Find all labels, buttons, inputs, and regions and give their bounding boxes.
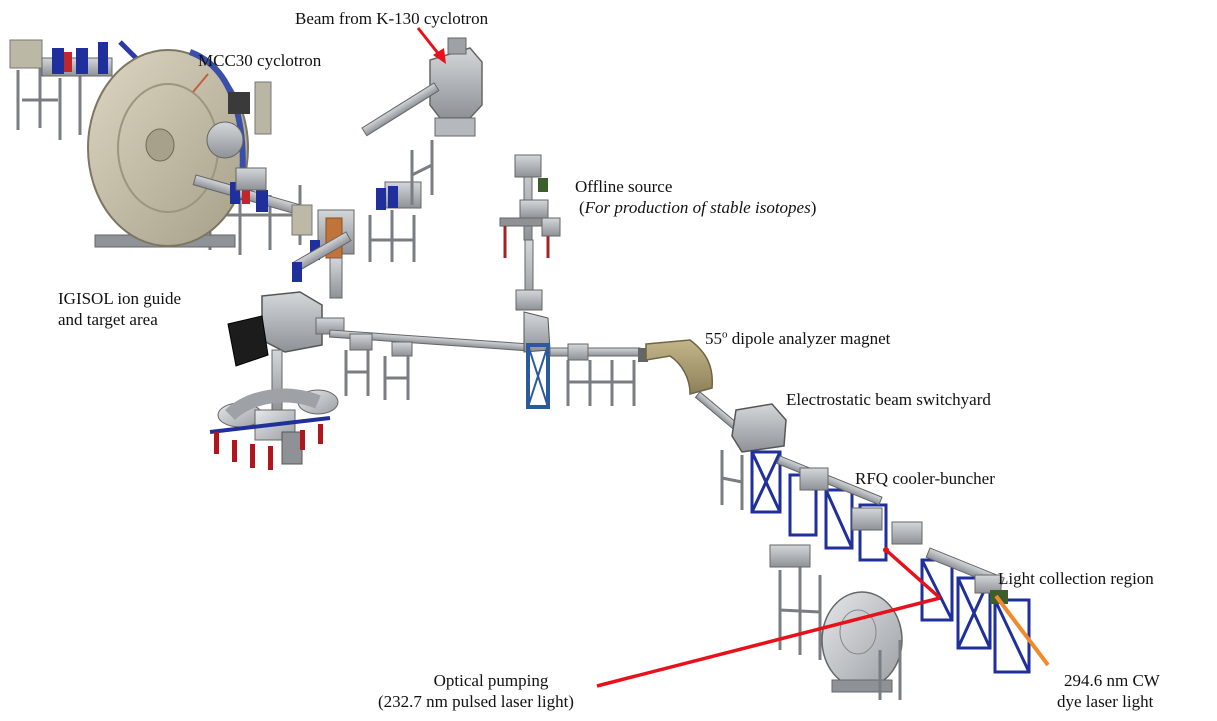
k130-arrow (416, 27, 446, 64)
label-cw-dye-laser: 294.6 nm CW dye laser light (1057, 670, 1160, 712)
label-dipole-magnet: 55o dipole analyzer magnet (705, 328, 890, 349)
paren-close: ) (810, 198, 817, 217)
label-switchyard: Electrostatic beam switchyard (786, 390, 991, 409)
optical-pumping-line2: (232.7 nm pulsed laser light) (378, 692, 574, 711)
offline-source-title: Offline source (575, 177, 673, 196)
cw-line1: 294.6 nm CW (1064, 671, 1160, 690)
igisol-ion-guide-area (209, 209, 355, 470)
label-offline-source: Offline source (For production of stable… (575, 176, 816, 218)
degree-symbol: o (722, 328, 728, 341)
optical-pumping-line1: Optical pumping (433, 671, 549, 690)
mcc30-cyclotron-area (9, 39, 313, 255)
collinear-laser-section (769, 544, 1031, 700)
k130-beamline (361, 37, 483, 262)
mcc30-pointer (192, 73, 209, 93)
offline-source-subtitle-italic: For production of stable isotopes (584, 198, 811, 217)
label-light-collection: Light collection region (998, 569, 1154, 588)
dipole-angle: 55 (705, 329, 722, 348)
label-optical-pumping: Optical pumping (232.7 nm pulsed laser l… (356, 670, 596, 712)
offline-source (499, 154, 561, 409)
cw-dye-laser (994, 594, 1050, 667)
main-beamline (328, 329, 531, 400)
paren-open: ( (579, 198, 585, 217)
cw-line2: dye laser light (1057, 692, 1154, 711)
switchyard-rfq-section (720, 403, 923, 562)
dipole-text: dipole analyzer magnet (727, 329, 891, 348)
igisol-line2: and target area (58, 310, 158, 329)
dipole-section (549, 339, 756, 445)
igisol-line1: IGISOL ion guide (58, 289, 182, 308)
offline-source-subtitle: (For production of stable isotopes) (579, 197, 816, 218)
label-mcc30-cyclotron: MCC30 cyclotron (198, 51, 322, 70)
label-beam-k130: Beam from K-130 cyclotron (295, 9, 489, 28)
label-rfq-cooler-buncher: RFQ cooler-buncher (855, 469, 995, 488)
optical-pumping-laser (596, 547, 942, 688)
label-igisol-ion-guide: IGISOL ion guide and target area (58, 288, 181, 330)
